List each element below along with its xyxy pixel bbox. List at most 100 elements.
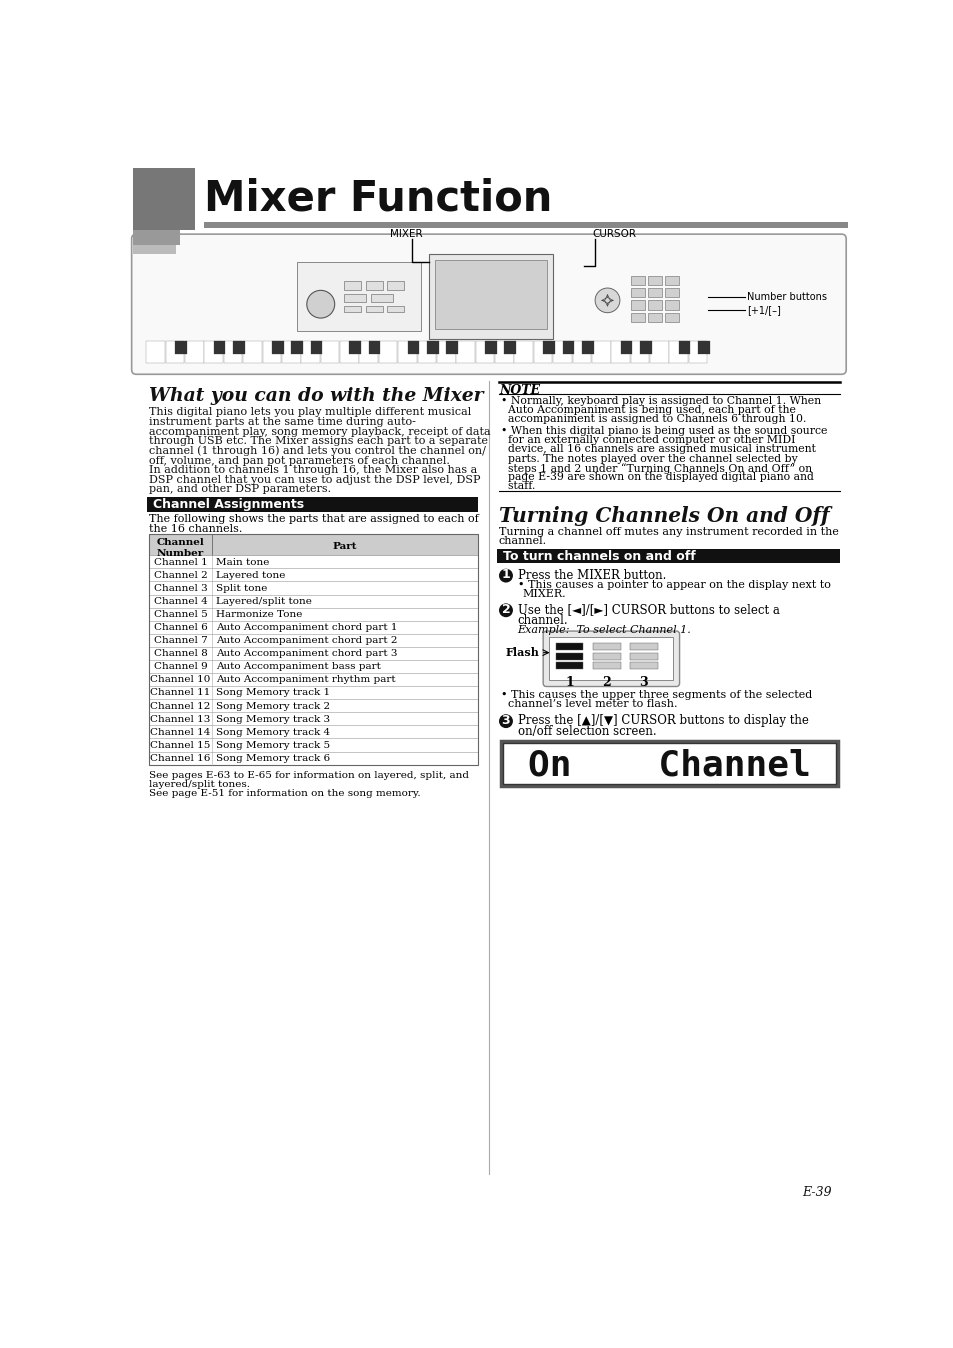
Text: • This causes the upper three segments of the selected: • This causes the upper three segments o…: [500, 690, 812, 700]
Bar: [344, 294, 365, 302]
Bar: [502, 744, 835, 783]
Bar: [592, 341, 610, 363]
Bar: [630, 341, 649, 363]
Text: To turn channels on and off: To turn channels on and off: [502, 550, 695, 563]
Bar: [647, 276, 661, 284]
Bar: [147, 497, 477, 512]
Bar: [146, 341, 165, 363]
Bar: [359, 341, 377, 363]
Bar: [344, 282, 360, 290]
Bar: [664, 313, 679, 322]
Text: the 16 channels.: the 16 channels.: [149, 523, 242, 534]
Text: Channel 5: Channel 5: [153, 609, 207, 619]
Text: Auto Accompaniment rhythm part: Auto Accompaniment rhythm part: [216, 675, 395, 685]
Text: [+1/[–]: [+1/[–]: [746, 305, 781, 314]
Circle shape: [595, 288, 619, 313]
Text: Auto Accompaniment chord part 2: Auto Accompaniment chord part 2: [216, 636, 397, 646]
Bar: [133, 168, 195, 229]
Bar: [311, 341, 322, 355]
Bar: [185, 341, 204, 363]
Bar: [549, 638, 673, 681]
Bar: [149, 581, 477, 594]
Text: pan, and other DSP parameters.: pan, and other DSP parameters.: [149, 484, 331, 495]
Text: Channel 10: Channel 10: [151, 675, 211, 685]
Bar: [534, 341, 552, 363]
Text: staff.: staff.: [500, 481, 536, 491]
Bar: [500, 741, 838, 786]
Bar: [149, 647, 477, 661]
Text: Layered tone: Layered tone: [216, 570, 285, 580]
Text: Main tone: Main tone: [216, 558, 269, 566]
Bar: [630, 276, 644, 284]
Bar: [647, 301, 661, 310]
Bar: [555, 652, 583, 659]
Text: The following shows the parts that are assigned to each of: The following shows the parts that are a…: [149, 514, 478, 524]
Bar: [456, 341, 475, 363]
Bar: [204, 341, 223, 363]
Bar: [213, 341, 225, 355]
Text: 3: 3: [501, 714, 510, 727]
Bar: [497, 549, 840, 563]
Bar: [555, 662, 583, 669]
Text: 2: 2: [501, 603, 510, 616]
Bar: [611, 341, 629, 363]
Bar: [429, 255, 553, 338]
Text: 2: 2: [601, 675, 611, 689]
Text: Harmonize Tone: Harmonize Tone: [216, 609, 302, 619]
Text: for an externally connected computer or other MIDI: for an externally connected computer or …: [500, 435, 795, 445]
Text: Channel 8: Channel 8: [153, 650, 207, 658]
Text: See pages E-63 to E-65 for information on layered, split, and: See pages E-63 to E-65 for information o…: [149, 771, 468, 780]
Text: Channel 9: Channel 9: [153, 662, 207, 671]
Bar: [149, 752, 477, 764]
Text: • When this digital piano is being used as the sound source: • When this digital piano is being used …: [500, 426, 827, 435]
Bar: [174, 341, 187, 355]
Text: Example:  To select Channel 1.: Example: To select Channel 1.: [517, 625, 691, 635]
Bar: [476, 341, 494, 363]
Bar: [291, 341, 303, 355]
Bar: [553, 341, 571, 363]
Text: Channel 16: Channel 16: [151, 754, 211, 763]
Text: accompaniment play, song memory playback, receipt of data: accompaniment play, song memory playback…: [149, 426, 490, 437]
Bar: [484, 341, 497, 355]
Text: Use the [◄]/[►] CURSOR buttons to select a: Use the [◄]/[►] CURSOR buttons to select…: [517, 604, 779, 616]
Bar: [664, 301, 679, 310]
Text: Turning Channels On and Off: Turning Channels On and Off: [498, 506, 829, 526]
Bar: [149, 712, 477, 725]
Bar: [340, 341, 358, 363]
Text: 3: 3: [639, 675, 647, 689]
Bar: [592, 643, 620, 650]
Text: In addition to channels 1 through 16, the Mixer also has a: In addition to channels 1 through 16, th…: [149, 465, 476, 474]
Bar: [320, 341, 339, 363]
Circle shape: [307, 290, 335, 318]
Text: Song Memory track 1: Song Memory track 1: [216, 689, 330, 697]
Bar: [149, 673, 477, 686]
Text: Song Memory track 6: Song Memory track 6: [216, 754, 330, 763]
Text: NOTE: NOTE: [498, 384, 539, 398]
Bar: [149, 725, 477, 739]
Text: Channel 12: Channel 12: [151, 701, 211, 710]
Bar: [592, 652, 620, 659]
Bar: [371, 294, 393, 302]
Bar: [133, 191, 179, 245]
Circle shape: [498, 604, 513, 617]
Text: Channel 1: Channel 1: [153, 558, 207, 566]
Text: Auto Accompaniment is being used, each part of the: Auto Accompaniment is being used, each p…: [500, 406, 796, 415]
Text: • This causes a pointer to appear on the display next to: • This causes a pointer to appear on the…: [517, 580, 830, 590]
Bar: [149, 608, 477, 620]
Bar: [365, 282, 382, 290]
Bar: [435, 260, 546, 329]
Bar: [272, 341, 283, 355]
Bar: [407, 341, 418, 355]
Text: parts. The notes played over the channel selected by: parts. The notes played over the channel…: [500, 453, 798, 464]
Text: channel.: channel.: [498, 537, 547, 546]
Bar: [542, 341, 555, 355]
Bar: [427, 341, 438, 355]
Bar: [149, 594, 477, 608]
Text: instrument parts at the same time during auto-: instrument parts at the same time during…: [149, 417, 416, 427]
Text: channel.: channel.: [517, 615, 568, 627]
Text: Song Memory track 4: Song Memory track 4: [216, 728, 330, 737]
Bar: [629, 643, 658, 650]
Text: On    Channel: On Channel: [528, 748, 810, 782]
Text: page E-39 are shown on the displayed digital piano and: page E-39 are shown on the displayed dig…: [500, 472, 813, 483]
Bar: [397, 341, 416, 363]
